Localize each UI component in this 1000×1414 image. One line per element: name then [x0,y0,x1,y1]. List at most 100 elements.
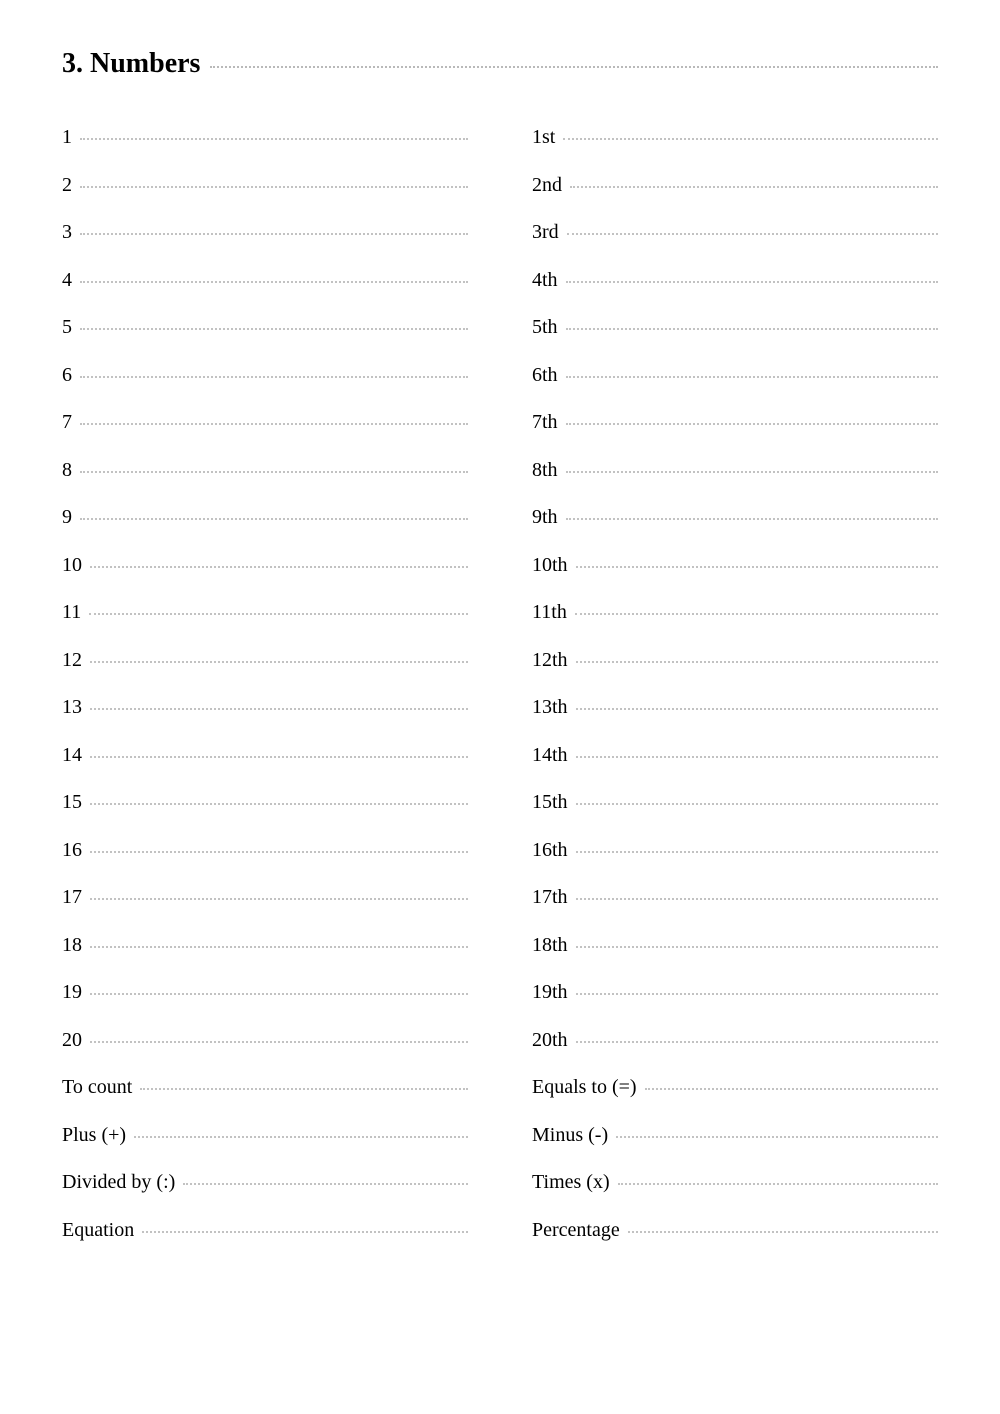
row-label: 5th [532,316,566,339]
worksheet-columns: 1234567891011121314151617181920To countP… [62,126,938,1266]
worksheet-row: 11th [532,601,938,649]
blank-line [566,376,938,378]
blank-line [140,1088,468,1090]
blank-line [90,993,468,995]
row-label: 16th [532,839,576,862]
blank-line [566,423,938,425]
section-title: 3. Numbers [62,48,210,80]
row-label: Plus (+) [62,1124,134,1147]
row-label: 14 [62,744,90,767]
worksheet-row: 10 [62,554,468,602]
row-label: 15 [62,791,90,814]
blank-line [576,851,938,853]
worksheet-row: 3 [62,221,468,269]
blank-line [80,328,468,330]
blank-line [90,1041,468,1043]
blank-line [80,281,468,283]
row-label: 8 [62,459,80,482]
blank-line [618,1183,938,1185]
blank-line [628,1231,938,1233]
blank-line [90,946,468,948]
blank-line [80,423,468,425]
row-label: Divided by (:) [62,1171,183,1194]
worksheet-row: 19th [532,981,938,1029]
worksheet-row: 16th [532,839,938,887]
worksheet-row: Equals to (=) [532,1076,938,1124]
worksheet-row: 4 [62,269,468,317]
worksheet-row: 2 [62,174,468,222]
worksheet-row: 17th [532,886,938,934]
blank-line [80,138,468,140]
blank-line [90,566,468,568]
worksheet-row: Times (x) [532,1171,938,1219]
row-label: 3 [62,221,80,244]
row-label: 17th [532,886,576,909]
worksheet-row: 12 [62,649,468,697]
worksheet-row: 20th [532,1029,938,1077]
blank-line [576,566,938,568]
blank-line [576,946,938,948]
row-label: 2nd [532,174,570,197]
worksheet-row: 14 [62,744,468,792]
row-label: 16 [62,839,90,862]
section-title-rule [210,66,938,68]
row-label: 13 [62,696,90,719]
row-label: 3rd [532,221,567,244]
worksheet-row: 18 [62,934,468,982]
worksheet-row: Equation [62,1219,468,1267]
worksheet-row: 15 [62,791,468,839]
row-label: 7th [532,411,566,434]
row-label: 11 [62,601,89,624]
column-right: 1st2nd3rd4th5th6th7th8th9th10th11th12th1… [532,126,938,1266]
worksheet-row: 8 [62,459,468,507]
row-label: 19 [62,981,90,1004]
blank-line [90,661,468,663]
worksheet-row: Minus (-) [532,1124,938,1172]
worksheet-row: 5 [62,316,468,364]
row-label: Equals to (=) [532,1076,645,1099]
row-label: 10th [532,554,576,577]
blank-line [616,1136,938,1138]
blank-line [80,471,468,473]
worksheet-row: Percentage [532,1219,938,1267]
row-label: 4th [532,269,566,292]
worksheet-row: 20 [62,1029,468,1077]
worksheet-row: 13th [532,696,938,744]
section-header: 3. Numbers [62,48,938,80]
worksheet-row: 4th [532,269,938,317]
blank-line [90,851,468,853]
row-label: 1 [62,126,80,149]
blank-line [89,613,468,615]
blank-line [566,518,938,520]
blank-line [80,233,468,235]
blank-line [563,138,938,140]
row-label: 9 [62,506,80,529]
worksheet-row: 12th [532,649,938,697]
row-label: 13th [532,696,576,719]
worksheet-row: Plus (+) [62,1124,468,1172]
worksheet-row: 7 [62,411,468,459]
worksheet-row: 8th [532,459,938,507]
row-label: 11th [532,601,575,624]
blank-line [576,898,938,900]
row-label: 5 [62,316,80,339]
blank-line [570,186,938,188]
row-label: 4 [62,269,80,292]
worksheet-row: 18th [532,934,938,982]
worksheet-row: 14th [532,744,938,792]
worksheet-row: 2nd [532,174,938,222]
worksheet-row: 11 [62,601,468,649]
blank-line [576,803,938,805]
row-label: 20 [62,1029,90,1052]
row-label: 9th [532,506,566,529]
worksheet-row: 9th [532,506,938,554]
row-label: Equation [62,1219,142,1242]
column-left: 1234567891011121314151617181920To countP… [62,126,468,1266]
row-label: 18th [532,934,576,957]
worksheet-row: Divided by (:) [62,1171,468,1219]
worksheet-row: 6 [62,364,468,412]
blank-line [80,376,468,378]
row-label: 19th [532,981,576,1004]
blank-line [90,803,468,805]
row-label: 18 [62,934,90,957]
